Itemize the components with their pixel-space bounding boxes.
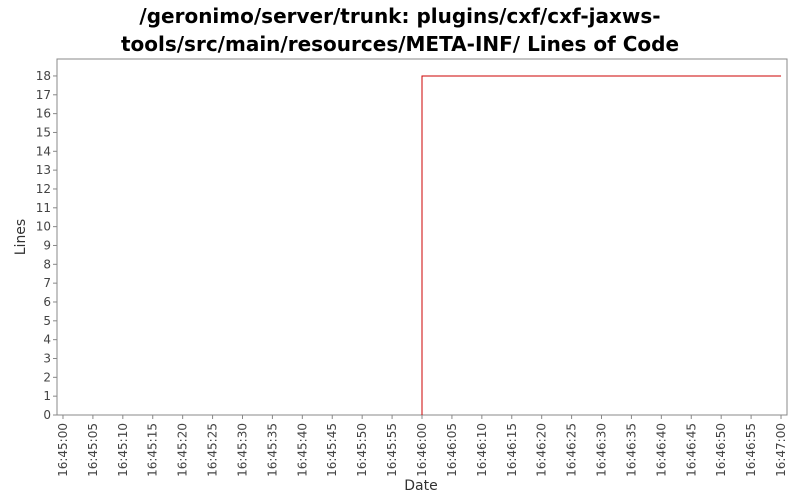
chart-title-line-1: /geronimo/server/trunk: plugins/cxf/cxf-…	[139, 4, 661, 28]
x-axis: 16:45:00 16:45:05 16:45:10 16:45:15 16:45:20…	[56, 415, 788, 477]
y-tick-label: 17	[36, 88, 51, 102]
y-axis-label: Lines	[13, 219, 29, 255]
y-tick-label: 13	[36, 163, 51, 177]
x-tick-label: 16:46:00	[415, 423, 429, 477]
y-tick-label: 3	[43, 351, 51, 365]
x-tick-label: 16:45:35	[265, 423, 279, 477]
x-tick-label: 16:46:15	[505, 423, 519, 477]
y-tick-label: 2	[43, 370, 51, 384]
y-tick-label: 9	[43, 238, 51, 252]
series-group	[421, 75, 782, 415]
y-tick-label: 7	[43, 276, 51, 290]
y-tick-label: 14	[36, 144, 51, 158]
x-tick-label: 16:45:10	[116, 423, 130, 477]
x-tick-label: 16:45:30	[235, 423, 249, 477]
x-tick-label: 16:45:20	[176, 423, 190, 477]
x-tick-label: 16:45:40	[295, 423, 309, 477]
x-tick-label: 16:46:35	[624, 423, 638, 477]
y-tick-label: 8	[43, 257, 51, 271]
y-tick-label: 6	[43, 295, 51, 309]
x-tick-label: 16:46:40	[654, 423, 668, 477]
x-tick-label: 16:45:50	[355, 423, 369, 477]
y-tick-label: 12	[36, 182, 51, 196]
chart-title: /geronimo/server/trunk: plugins/cxf/cxf-…	[0, 2, 800, 58]
y-tick-label: 10	[36, 220, 51, 234]
x-tick-label: 16:45:05	[86, 423, 100, 477]
x-tick-label: 16:45:15	[146, 423, 160, 477]
y-tick-label: 0	[43, 408, 51, 422]
series-line-0	[421, 75, 782, 415]
x-tick-label: 16:45:00	[56, 423, 70, 477]
x-tick-label: 16:46:10	[475, 423, 489, 477]
y-tick-label: 18	[36, 69, 51, 83]
x-tick-label: 16:46:05	[445, 423, 459, 477]
chart-title-line-2: tools/src/main/resources/META-INF/ Lines…	[120, 32, 680, 56]
y-tick-label: 4	[43, 333, 51, 347]
x-tick-label: 16:47:00	[774, 423, 788, 477]
x-tick-label: 16:45:55	[385, 423, 399, 477]
x-tick-label: 16:46:20	[535, 423, 549, 477]
y-tick-label: 1	[43, 389, 51, 403]
x-tick-label: 16:45:25	[206, 423, 220, 477]
y-tick-label: 5	[43, 314, 51, 328]
y-tick-label: 11	[36, 201, 51, 215]
x-tick-label: 16:45:45	[325, 423, 339, 477]
y-tick-label: 15	[36, 125, 51, 139]
y-tick-label: 16	[36, 107, 51, 121]
x-axis-label: Date	[404, 478, 437, 494]
x-tick-label: 16:46:55	[744, 423, 758, 477]
x-tick-label: 16:46:30	[595, 423, 609, 477]
x-tick-label: 16:46:45	[684, 423, 698, 477]
x-tick-label: 16:46:50	[714, 423, 728, 477]
x-tick-label: 16:46:25	[565, 423, 579, 477]
